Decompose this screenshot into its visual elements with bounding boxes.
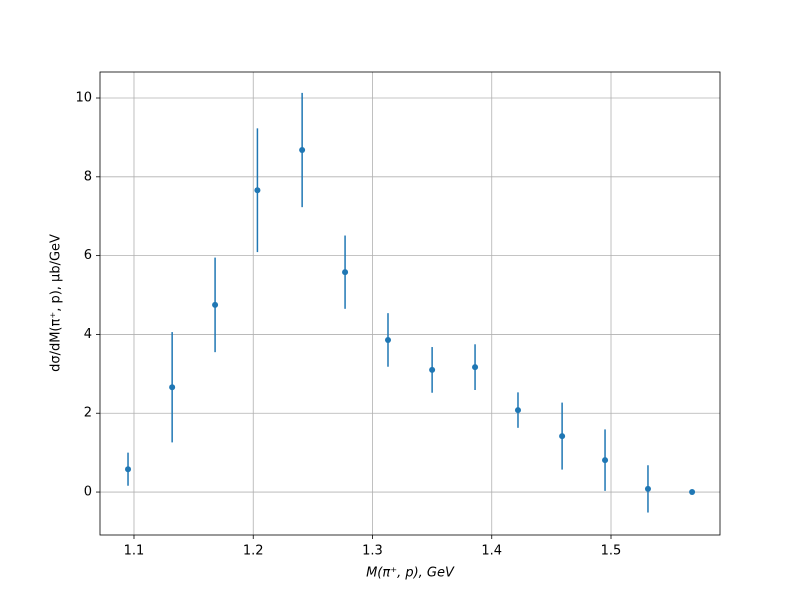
- x-tick-label: 1.4: [481, 544, 502, 559]
- y-tick-label: 10: [75, 91, 92, 106]
- data-point: [169, 384, 176, 391]
- x-tick-label: 1.3: [362, 544, 383, 559]
- x-axis-label: M(π⁺, p), GeV: [366, 566, 455, 581]
- y-tick-label: 8: [84, 169, 92, 184]
- x-tick-label: 1.1: [124, 544, 145, 559]
- data-point: [472, 364, 479, 371]
- plot-frame: [99, 71, 721, 536]
- data-point: [254, 187, 261, 194]
- y-tick-label: 0: [84, 485, 92, 500]
- data-point: [299, 147, 306, 154]
- data-point: [342, 269, 349, 276]
- y-tick-label: 4: [84, 327, 92, 342]
- data-point: [689, 489, 696, 496]
- data-point: [602, 457, 609, 464]
- y-tick-label: 2: [84, 406, 92, 421]
- y-tick-label: 6: [84, 248, 92, 263]
- data-point: [644, 485, 651, 492]
- data-point: [125, 466, 132, 473]
- data-point: [212, 301, 219, 308]
- data-point: [514, 407, 521, 414]
- y-axis-label: dσ/dM(π⁺, p), μb/GeV: [49, 234, 64, 372]
- data-point: [384, 336, 391, 343]
- x-tick-label: 1.5: [601, 544, 622, 559]
- data-point: [559, 433, 566, 440]
- x-tick-label: 1.2: [243, 544, 264, 559]
- data-point: [429, 366, 436, 373]
